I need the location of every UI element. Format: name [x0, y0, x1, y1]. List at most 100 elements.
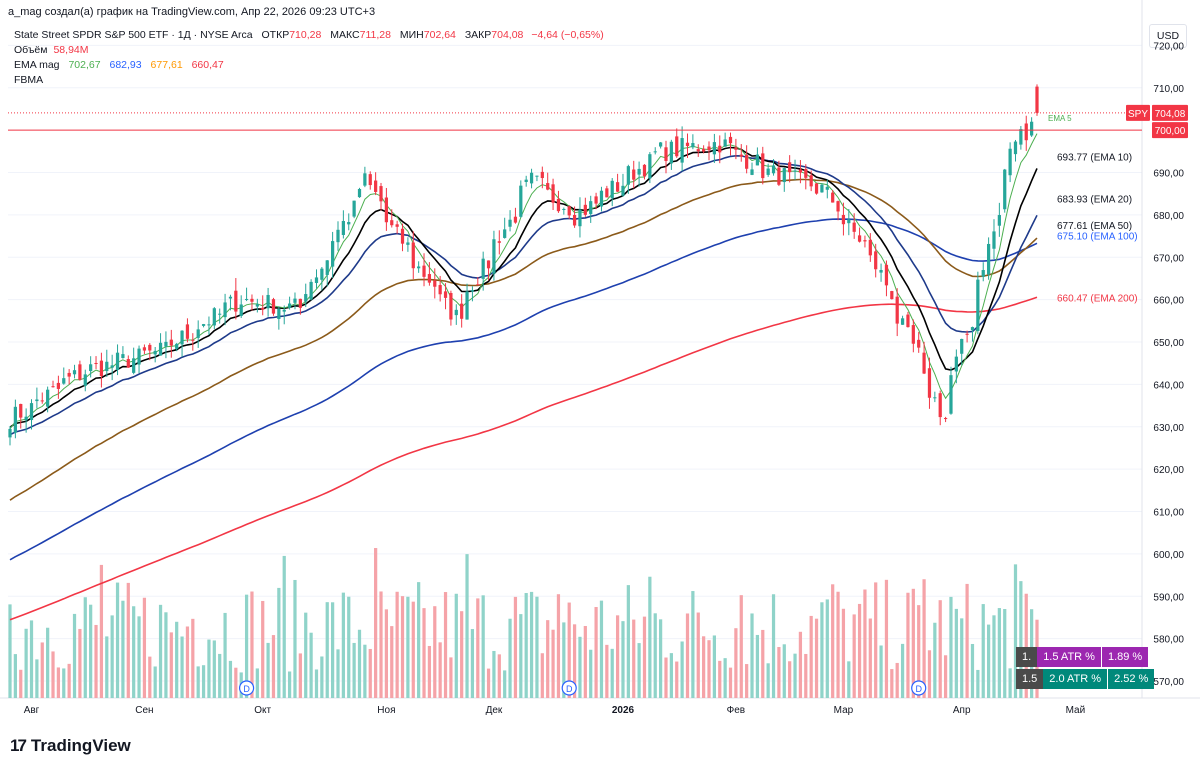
ema-end-label: 683.93 (EMA 20): [1057, 194, 1132, 205]
candle-body: [234, 290, 238, 312]
volume-bar: [1024, 593, 1028, 698]
time-tick-label: Май: [1066, 705, 1086, 716]
volume-bar: [562, 622, 566, 698]
volume-bar: [777, 647, 781, 698]
price-tick-label: 590,00: [1153, 592, 1184, 603]
candle-body: [621, 185, 625, 196]
candle-body: [734, 147, 738, 150]
candle-body: [223, 302, 227, 318]
volume-bar: [250, 591, 254, 698]
volume-bar: [653, 613, 657, 698]
last-price-tag-bg: [1152, 104, 1188, 121]
volume-bar: [191, 618, 195, 698]
candle-body: [341, 220, 345, 235]
ema-50-line: [9, 178, 1038, 501]
ema-value-1: 702,67: [68, 59, 101, 71]
volume-bar: [960, 618, 964, 698]
ema-end-label: 677.61 (EMA 50): [1057, 221, 1132, 232]
volume-bar: [626, 585, 630, 698]
currency-button[interactable]: USD: [1149, 24, 1187, 48]
legend-volume-row[interactable]: Объём 58,94M: [14, 43, 604, 58]
candle-body: [89, 364, 93, 372]
candle-body: [105, 361, 109, 372]
volume-bar: [99, 564, 104, 698]
candle-body: [443, 291, 448, 298]
candle-body: [503, 229, 507, 238]
candle-body: [798, 169, 803, 173]
candle-body: [610, 180, 614, 199]
volume-bar: [642, 616, 647, 698]
candle-body: [282, 309, 286, 312]
candle-body: [777, 167, 781, 185]
volume-bar: [40, 642, 44, 698]
candle-body: [761, 153, 765, 179]
time-tick-label: Фев: [727, 705, 745, 716]
volume-bar: [212, 640, 216, 698]
dividend-icon: [238, 680, 255, 696]
volume-bar: [567, 602, 571, 698]
dividend-marker-label: D: [915, 684, 922, 694]
candle-body: [1003, 169, 1007, 210]
candle-body: [137, 348, 141, 365]
candle-body: [895, 296, 899, 324]
candle-body: [287, 303, 292, 308]
candle-body: [868, 239, 872, 256]
tradingview-logo[interactable]: 17 TradingView: [10, 736, 131, 756]
volume-bar: [169, 632, 173, 698]
candle-body: [954, 356, 958, 372]
candle-body: [72, 370, 77, 375]
legend-fbma-row[interactable]: FBMA: [14, 73, 604, 88]
candle-body: [110, 365, 114, 368]
volume-bar: [164, 612, 168, 698]
volume-bar: [148, 656, 152, 698]
volume-bar: [271, 635, 276, 698]
candle-body: [470, 290, 475, 292]
volume-bar: [997, 608, 1001, 698]
volume-bar: [798, 631, 803, 698]
candle-body: [605, 188, 609, 198]
candle-body: [653, 151, 657, 153]
chart-credit: a_mag создал(а) график на TradingView.co…: [8, 6, 376, 18]
candle-body: [347, 221, 351, 225]
candle-body: [336, 229, 340, 243]
volume-bar: [62, 668, 66, 698]
candle-body: [567, 206, 571, 216]
volume-bar: [24, 628, 28, 698]
atr-box-1: 1. 1.5 ATR % 1.89 %: [1016, 647, 1149, 667]
candle-body: [148, 344, 152, 351]
candle-body: [94, 362, 98, 364]
volume-bar: [578, 636, 582, 698]
atr-box-2: 1.5 2.0 ATR % 2.52 %: [1016, 669, 1155, 689]
volume-bar: [244, 594, 249, 698]
ema-100-line: [9, 218, 1038, 561]
volume-bar: [320, 656, 324, 698]
candle-body: [599, 190, 604, 207]
candle-body: [519, 185, 523, 217]
volume-bar: [282, 555, 286, 698]
volume-bar: [857, 603, 862, 698]
legend-ema-row[interactable]: EMA mag 702,67 682,93 677,61 660,47: [14, 58, 604, 73]
candle-body: [669, 141, 673, 164]
volume-bar: [804, 653, 808, 698]
volume-bar: [207, 639, 211, 698]
ema-end-label: 693.77 (EMA 10): [1057, 153, 1132, 164]
candle-body: [368, 174, 372, 186]
candle-body: [632, 169, 636, 180]
candle-body: [782, 168, 786, 183]
candle-body: [992, 231, 996, 249]
ema-value-2: 682,93: [109, 59, 142, 71]
candle-body: [739, 154, 743, 157]
volume-bar: [46, 627, 50, 698]
volume-bar: [637, 643, 641, 698]
volume-bar: [680, 641, 684, 698]
volume-bar: [809, 615, 813, 698]
volume-bar: [390, 626, 394, 698]
last-price-symbol-tag: SPY: [1128, 109, 1148, 120]
ema-10-line: [9, 146, 1038, 428]
candle-body: [390, 220, 394, 226]
candle-body: [250, 298, 254, 302]
symbol-line: State Street SPDR S&P 500 ETF · 1Д · NYS…: [14, 29, 253, 41]
candle-body: [696, 149, 700, 152]
candle-body: [814, 183, 819, 194]
